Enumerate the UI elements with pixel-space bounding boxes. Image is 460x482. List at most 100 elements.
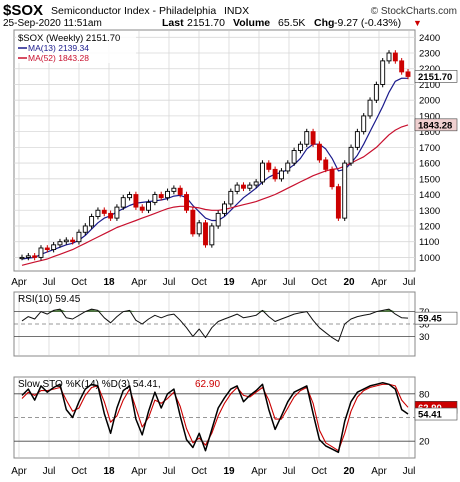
y-tick-label: 2200 bbox=[419, 64, 440, 75]
candle-body bbox=[120, 197, 126, 208]
x-tick-label-bottom: Apr bbox=[371, 466, 387, 477]
sto-d-line bbox=[21, 383, 409, 452]
candle-body bbox=[278, 170, 284, 180]
x-tick-label-top: 18 bbox=[103, 277, 115, 288]
x-tick-label-top: Oct bbox=[71, 277, 87, 288]
legend-sto: Slow STO %K(14) %D(3) 54.41, bbox=[18, 379, 161, 390]
sto-k-badge: 54.41 bbox=[418, 410, 442, 421]
legend-price: $SOX (Weekly) 2151.70 bbox=[18, 33, 120, 44]
candle-body bbox=[95, 209, 101, 217]
y-tick-label: 1000 bbox=[419, 253, 440, 264]
data-series bbox=[21, 77, 409, 454]
candle-body bbox=[386, 52, 392, 62]
rsi-fill-area bbox=[85, 309, 98, 312]
candle-body bbox=[392, 52, 398, 62]
x-tick-label-top: Apr bbox=[251, 277, 267, 288]
y-tick-label: 2400 bbox=[419, 33, 440, 44]
candle-body bbox=[114, 206, 120, 219]
candle-body bbox=[335, 186, 341, 219]
sto-tick-label: 80 bbox=[419, 389, 430, 400]
candle-body bbox=[165, 190, 170, 199]
candle-body bbox=[247, 184, 253, 189]
ma52-line bbox=[21, 124, 409, 266]
candle-body bbox=[38, 247, 44, 258]
candle-body bbox=[184, 194, 189, 211]
index-name: Semiconductor Index - Philadelphia bbox=[51, 5, 216, 17]
candle-body bbox=[405, 71, 411, 77]
legend-rsi: RSI(10) 59.45 bbox=[18, 294, 81, 305]
y-tick-label: 1400 bbox=[419, 190, 440, 201]
candle-body bbox=[272, 168, 278, 180]
x-tick-label-bottom: 19 bbox=[223, 466, 235, 477]
x-tick-label-bottom: Oct bbox=[311, 466, 327, 477]
chg-down-icon: ▼ bbox=[413, 18, 422, 28]
sto-k-line bbox=[21, 381, 409, 454]
candle-body bbox=[108, 212, 114, 219]
ma52-badge-box bbox=[414, 118, 458, 132]
y-tick-label: 2300 bbox=[419, 49, 440, 60]
volume-label: Volume bbox=[233, 17, 270, 29]
x-tick-label-bottom: 20 bbox=[343, 466, 355, 477]
chg-label: Chg bbox=[314, 17, 334, 29]
sto-tick-label: 20 bbox=[419, 437, 430, 448]
candle-body bbox=[253, 181, 259, 186]
price-panel-frame bbox=[13, 29, 416, 272]
candle-body bbox=[266, 162, 272, 170]
candle-body bbox=[203, 222, 208, 246]
candle-body bbox=[158, 194, 164, 199]
rsi-tick-label: 30 bbox=[419, 332, 430, 343]
candle-body bbox=[19, 256, 25, 260]
candle-body bbox=[190, 209, 196, 235]
candle-body bbox=[260, 162, 265, 183]
x-tick-label-top: Oct bbox=[311, 277, 327, 288]
candle-body bbox=[152, 194, 158, 203]
candle-body bbox=[354, 131, 360, 148]
last-value: 2151.70 bbox=[187, 17, 225, 29]
brand-logo: © StockCharts.com bbox=[371, 6, 457, 17]
candle-body bbox=[380, 60, 386, 85]
candle-body bbox=[139, 206, 145, 211]
x-tick-label-bottom: Jul bbox=[403, 466, 416, 477]
gridlines bbox=[14, 31, 415, 457]
y-axis-labels: 2400 2300 2200 2100 2000 1900 1800 1700 1600 1500… bbox=[419, 33, 440, 448]
candle-body bbox=[329, 168, 335, 188]
candle-body bbox=[70, 239, 76, 243]
rsi-badge-box bbox=[414, 311, 458, 325]
y-tick-label: 1800 bbox=[419, 127, 440, 138]
x-tick-label-top: Apr bbox=[371, 277, 387, 288]
x-tick-label-top: Jul bbox=[283, 277, 296, 288]
candle-body bbox=[51, 244, 57, 251]
x-tick-label-bottom: Apr bbox=[251, 466, 267, 477]
candle-body bbox=[196, 222, 202, 235]
candle-body bbox=[228, 190, 234, 205]
ma52-badge: 1843.28 bbox=[418, 120, 452, 131]
candle-body bbox=[399, 60, 405, 73]
legend-ma52: MA(52) 1843.28 bbox=[28, 53, 89, 63]
legend-sto-d: 62.90 bbox=[195, 379, 220, 390]
candle-body bbox=[342, 162, 348, 219]
chg-value: -9.27 (-0.43%) bbox=[334, 17, 401, 29]
y-tick-label: 1500 bbox=[419, 174, 440, 185]
candle-body bbox=[25, 255, 31, 258]
y-tick-label: 1100 bbox=[419, 237, 439, 248]
x-tick-label-top: Apr bbox=[131, 277, 147, 288]
y-tick-label: 1900 bbox=[419, 111, 440, 122]
sto-k-badge-box bbox=[414, 407, 458, 421]
x-tick-label-top: Apr bbox=[11, 277, 27, 288]
price-last-badge: 2151.70 bbox=[418, 72, 452, 83]
candle-body bbox=[285, 162, 291, 172]
candle-body bbox=[222, 203, 227, 214]
candle-body bbox=[316, 143, 322, 161]
candle-body bbox=[367, 99, 373, 117]
x-tick-label-top: Oct bbox=[191, 277, 207, 288]
candle-body bbox=[323, 159, 329, 170]
candle-body bbox=[215, 212, 221, 227]
y-tick-label: 1300 bbox=[419, 206, 440, 217]
x-tick-label-bottom: Apr bbox=[11, 466, 27, 477]
x-tick-label-top: Jul bbox=[43, 277, 56, 288]
candle-body bbox=[57, 241, 63, 246]
rsi-fill-area bbox=[53, 309, 67, 312]
x-tick-label-bottom: Apr bbox=[131, 466, 147, 477]
